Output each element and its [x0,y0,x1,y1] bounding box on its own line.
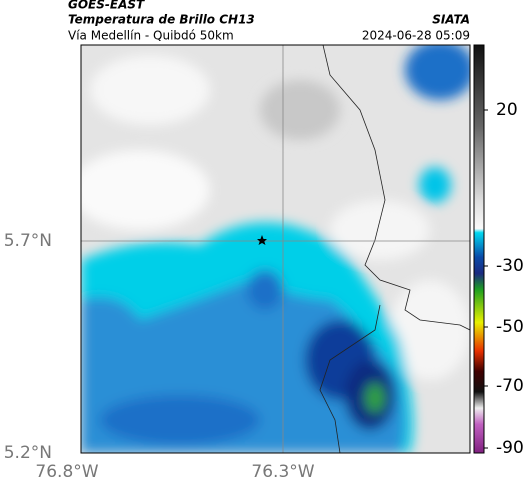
colorbar-tick: -70 [496,376,524,396]
colorbar-tick-marks [484,109,488,449]
subtitle: Vía Medellín - Quibdó 50km [68,29,234,43]
lon-label: 76.3°W [251,462,314,482]
source: GOES-EAST [68,0,145,12]
colorbar-tick: 20 [496,100,518,120]
map-image [81,45,470,453]
lon-label: 76.8°W [35,462,98,482]
colorbar-tick: -50 [496,317,524,337]
colorbar-tick: -90 [496,438,524,458]
colorbar-tick: -30 [496,256,524,276]
agency: SIATA [432,13,470,27]
timestamp: 2024-06-28 05:09 [362,29,470,43]
lat-label: 5.7°N [4,231,52,251]
colorbar [473,44,485,454]
title: Temperatura de Brillo CH13 [68,13,255,27]
lat-label: 5.2°N [4,443,52,463]
